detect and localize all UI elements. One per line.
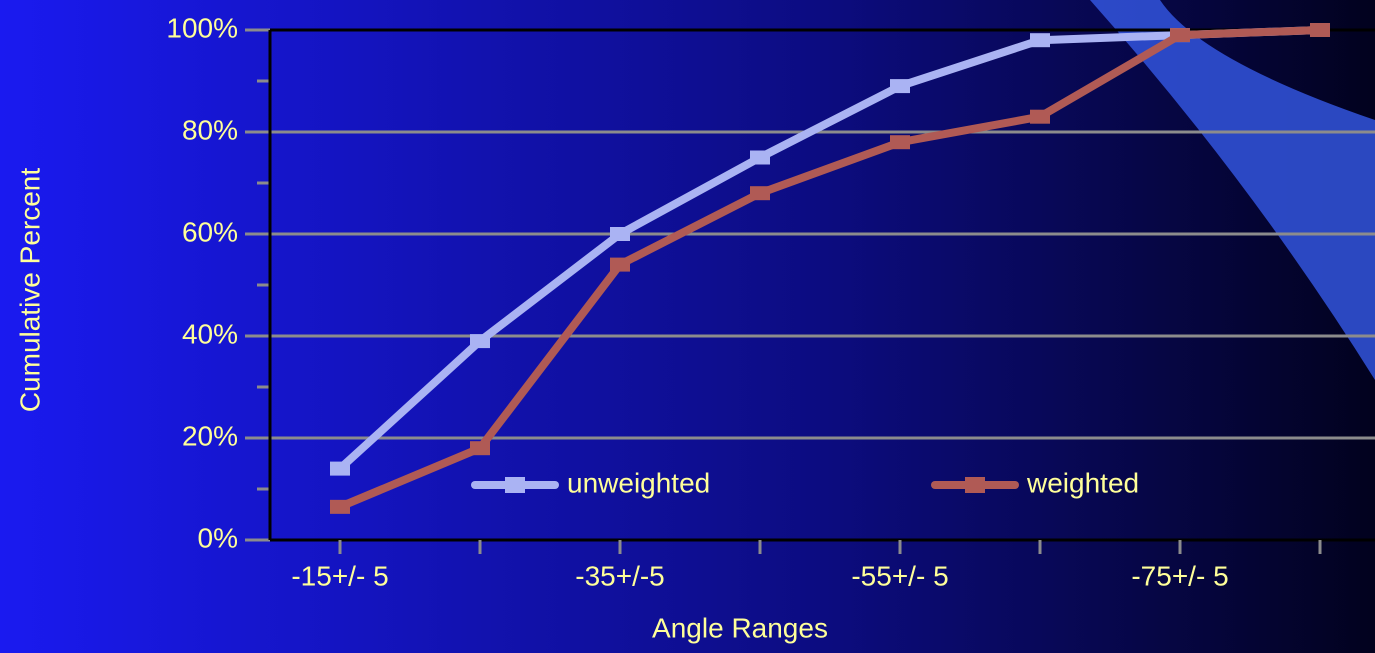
legend-label: unweighted: [567, 467, 710, 498]
point-marker: [330, 462, 350, 476]
x-tick-label: -15+/- 5: [291, 560, 388, 591]
y-tick-label: 20%: [182, 420, 238, 451]
page: {"chart_data": {"type": "line", "x_label…: [0, 0, 1375, 653]
y-tick-label: 40%: [182, 318, 238, 349]
legend-marker: [965, 477, 985, 493]
point-marker: [890, 135, 910, 149]
x-tick-label: -75+/- 5: [1131, 560, 1228, 591]
point-marker: [1170, 28, 1190, 42]
y-axis-label: Cumulative Percent: [14, 168, 45, 413]
x-tick-label: -35+/-5: [575, 560, 665, 591]
chart: Angle Ranges Cumulative Percent 0% 20% 40%…: [0, 0, 1375, 653]
y-tick-label: 80%: [182, 114, 238, 145]
point-marker: [750, 186, 770, 200]
y-tick-label: 60%: [182, 216, 238, 247]
point-marker: [1030, 33, 1050, 47]
point-marker: [330, 500, 350, 514]
point-marker: [470, 441, 490, 455]
point-marker: [610, 258, 630, 272]
y-tick-label: 100%: [166, 12, 238, 43]
legend-label: weighted: [1026, 467, 1139, 498]
point-marker: [1310, 23, 1330, 37]
x-axis-label: Angle Ranges: [652, 612, 828, 643]
point-marker: [750, 151, 770, 165]
point-marker: [1030, 110, 1050, 124]
point-marker: [470, 334, 490, 348]
point-marker: [890, 79, 910, 93]
legend-marker: [505, 477, 525, 493]
point-marker: [610, 227, 630, 241]
x-tick-label: -55+/- 5: [851, 560, 948, 591]
y-tick-label: 0%: [198, 522, 238, 553]
